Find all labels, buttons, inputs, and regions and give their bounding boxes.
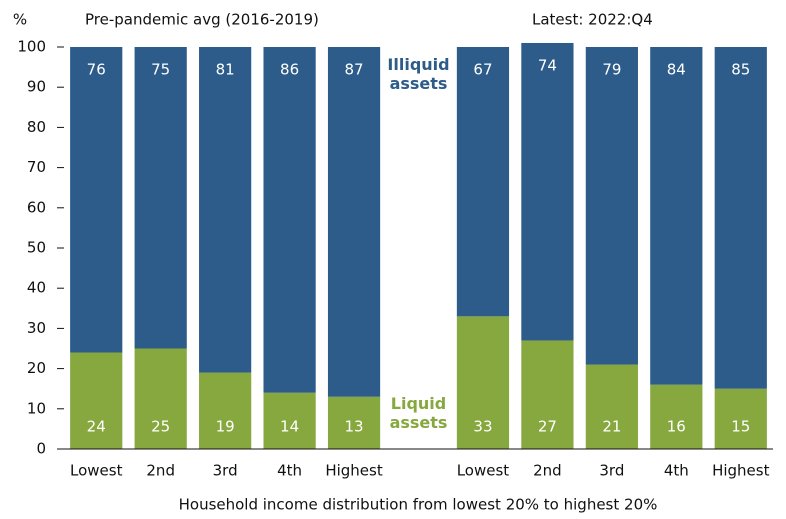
bar-segment bbox=[650, 47, 703, 385]
bar-segment bbox=[70, 352, 123, 449]
value-label: 75 bbox=[151, 61, 170, 79]
value-label: 16 bbox=[667, 418, 686, 436]
value-label: 87 bbox=[344, 61, 363, 79]
x-tick-label: 4th bbox=[277, 462, 302, 480]
x-tick-label: 2nd bbox=[146, 462, 175, 480]
y-tick-label: 10 bbox=[27, 399, 46, 417]
y-tick-label: 20 bbox=[27, 359, 46, 377]
bar-segment bbox=[456, 47, 510, 317]
value-label: 79 bbox=[602, 61, 621, 79]
y-tick-label: 0 bbox=[36, 440, 46, 458]
group-title: Latest: 2022:Q4 bbox=[532, 11, 653, 29]
bar-segment bbox=[585, 47, 638, 365]
value-label: 27 bbox=[538, 418, 557, 436]
bar-segment bbox=[199, 47, 252, 373]
x-axis-label: Household income distribution from lowes… bbox=[179, 496, 658, 514]
value-label: 25 bbox=[151, 418, 170, 436]
bar-segment bbox=[263, 392, 316, 449]
x-tick-label: 3rd bbox=[213, 462, 238, 480]
x-tick-label: Highest bbox=[325, 462, 383, 480]
x-tick-label: 4th bbox=[664, 462, 689, 480]
y-tick-label: 70 bbox=[27, 158, 46, 176]
value-label: 81 bbox=[216, 61, 235, 79]
bar-segment bbox=[714, 47, 767, 389]
bar-segment bbox=[134, 47, 187, 349]
y-tick-label: 80 bbox=[27, 118, 46, 136]
value-label: 33 bbox=[473, 418, 492, 436]
value-label: 67 bbox=[473, 61, 492, 79]
bar-segment bbox=[456, 316, 510, 449]
value-label: 86 bbox=[280, 61, 299, 79]
value-label: 84 bbox=[667, 61, 686, 79]
group-title: Pre-pandemic avg (2016-2019) bbox=[85, 11, 319, 29]
bar-segment bbox=[70, 47, 123, 353]
bar-segment bbox=[521, 42, 574, 341]
x-tick-label: Lowest bbox=[70, 462, 123, 480]
bar-segment bbox=[199, 372, 252, 449]
legend-label: Illiquid assets bbox=[387, 55, 450, 93]
value-label: 74 bbox=[538, 56, 557, 74]
y-tick-label: 90 bbox=[27, 78, 46, 96]
y-tick-label: 40 bbox=[27, 279, 46, 297]
value-label: 15 bbox=[731, 418, 750, 436]
y-tick-label: 60 bbox=[27, 198, 46, 216]
legend-label: Liquid assets bbox=[389, 394, 448, 432]
y-tick-label: 100 bbox=[17, 38, 46, 56]
value-label: 21 bbox=[602, 418, 621, 436]
value-label: 76 bbox=[87, 61, 106, 79]
bar-segment bbox=[263, 47, 316, 393]
y-tick-label: 30 bbox=[27, 319, 46, 337]
bar-segment bbox=[327, 47, 381, 397]
x-tick-label: Highest bbox=[712, 462, 770, 480]
bar-segment bbox=[585, 364, 638, 449]
y-axis-label: % bbox=[13, 11, 27, 29]
bar-segment bbox=[714, 388, 767, 449]
x-tick-label: 3rd bbox=[599, 462, 624, 480]
bar-segment bbox=[521, 340, 574, 449]
x-tick-label: 2nd bbox=[533, 462, 562, 480]
bar-segment bbox=[650, 384, 703, 449]
y-tick-label: 50 bbox=[27, 239, 46, 257]
bar-segment bbox=[327, 396, 381, 449]
value-label: 19 bbox=[216, 418, 235, 436]
value-label: 13 bbox=[344, 418, 363, 436]
x-tick-label: Lowest bbox=[457, 462, 510, 480]
bar-segment bbox=[134, 348, 187, 449]
value-label: 24 bbox=[87, 418, 106, 436]
value-label: 85 bbox=[731, 61, 750, 79]
value-label: 14 bbox=[280, 418, 299, 436]
